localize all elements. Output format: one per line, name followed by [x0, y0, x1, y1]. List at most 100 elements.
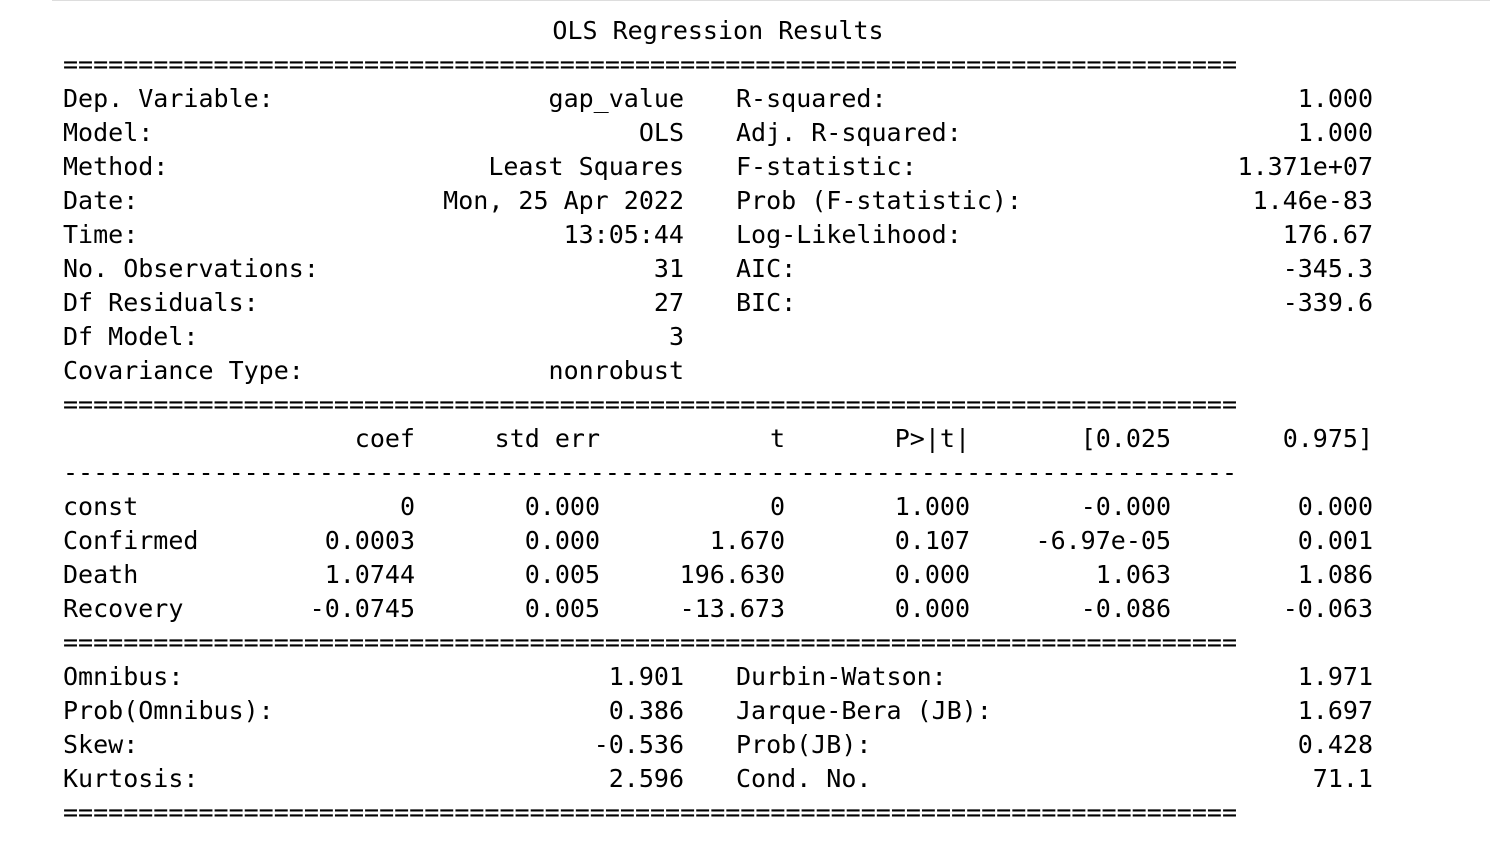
- coef-header-row: coef std err t P>|t| [0.025 0.975]: [63, 422, 1373, 456]
- model-info-value: gap_value: [548, 84, 684, 113]
- coef-row: Recovery -0.0745 0.005 -13.673 0.000 -0.…: [63, 592, 1373, 626]
- coef-t: -13.673: [679, 594, 785, 623]
- model-info-row: Covariance Type: nonrobust: [63, 354, 1373, 388]
- model-stat-label: F-statistic:: [736, 152, 917, 181]
- coef-term: Confirmed: [63, 526, 199, 555]
- model-stat-label: [736, 320, 1136, 354]
- model-info-value: 27: [653, 288, 684, 317]
- diagnostic-label: Skew:: [63, 730, 139, 759]
- coef-row: Death 1.0744 0.005 196.630 0.000 1.063 1…: [63, 558, 1373, 592]
- top-border: [52, 0, 1490, 1]
- diagnostic-value: 2.596: [608, 764, 684, 793]
- model-stat-value: [1136, 354, 1373, 388]
- coef-ci-upper: -0.063: [1282, 594, 1373, 623]
- double-rule: ========================================…: [63, 390, 1237, 419]
- double-rule: ========================================…: [63, 50, 1237, 79]
- coef-column-header: coef: [354, 424, 415, 453]
- diagnostic-value: -0.536: [593, 730, 684, 759]
- model-stat-label: [736, 354, 1136, 388]
- model-stat-value: 1.000: [1297, 118, 1373, 147]
- model-info-row: Method: Least Squares F-statistic: 1.371…: [63, 150, 1373, 184]
- diagnostic-value: 71.1: [1312, 764, 1373, 793]
- coef-p-value: 0.000: [894, 594, 970, 623]
- coef-value: 0: [399, 492, 415, 521]
- coef-value: -0.0745: [309, 594, 415, 623]
- single-rule: ----------------------------------------…: [63, 458, 1237, 487]
- coef-ci-lower: 1.063: [1095, 560, 1171, 589]
- coef-ci-lower: -0.086: [1080, 594, 1171, 623]
- diagnostic-value: 0.428: [1297, 730, 1373, 759]
- model-stat-label: BIC:: [736, 288, 797, 317]
- coef-column-header: P>|t|: [894, 424, 970, 453]
- model-stat-label: Adj. R-squared:: [736, 118, 962, 147]
- diagnostic-row: Omnibus: 1.901 Durbin-Watson: 1.971: [63, 660, 1373, 694]
- coef-ci-upper: 0.001: [1297, 526, 1373, 555]
- coef-std-err: 0.000: [524, 526, 600, 555]
- coef-term: const: [63, 492, 139, 521]
- model-stat-value: 1.46e-83: [1252, 186, 1373, 215]
- model-info-row: Dep. Variable: gap_value R-squared: 1.00…: [63, 82, 1373, 116]
- diagnostic-label: Prob(JB):: [736, 730, 872, 759]
- coef-row: Confirmed 0.0003 0.000 1.670 0.107 -6.97…: [63, 524, 1373, 558]
- model-stat-label: R-squared:: [736, 84, 887, 113]
- model-info-label: Method:: [63, 152, 169, 181]
- model-info-row: Df Model: 3: [63, 320, 1373, 354]
- model-info-label: Model:: [63, 118, 154, 147]
- model-info-label: Date:: [63, 186, 139, 215]
- diagnostic-value: 1.901: [608, 662, 684, 691]
- model-stat-label: Prob (F-statistic):: [736, 186, 1022, 215]
- diagnostic-label: Omnibus:: [63, 662, 184, 691]
- summary-title: OLS Regression Results: [63, 14, 1373, 48]
- diagnostic-row: Kurtosis: 2.596 Cond. No. 71.1: [63, 762, 1373, 796]
- coef-column-header: t: [769, 424, 785, 453]
- coef-std-err: 0.000: [524, 492, 600, 521]
- double-rule: ========================================…: [63, 798, 1237, 827]
- model-info-row: Date: Mon, 25 Apr 2022 Prob (F-statistic…: [63, 184, 1373, 218]
- model-stat-value: 176.67: [1282, 220, 1373, 249]
- diagnostic-label: Cond. No.: [736, 764, 872, 793]
- model-info-label: Dep. Variable:: [63, 84, 274, 113]
- model-info-section: Dep. Variable: gap_value R-squared: 1.00…: [63, 82, 1373, 388]
- model-info-row: Df Residuals: 27 BIC: -339.6: [63, 286, 1373, 320]
- coef-p-value: 0.107: [894, 526, 970, 555]
- coef-value: 1.0744: [324, 560, 415, 589]
- double-rule: ========================================…: [63, 628, 1237, 657]
- diagnostics-section: Omnibus: 1.901 Durbin-Watson: 1.971 Prob…: [63, 660, 1373, 796]
- diagnostic-label: Jarque-Bera (JB):: [736, 696, 992, 725]
- model-info-row: Model: OLS Adj. R-squared: 1.000: [63, 116, 1373, 150]
- diagnostic-value: 1.971: [1297, 662, 1373, 691]
- model-info-label: Time:: [63, 220, 139, 249]
- model-info-value: Mon, 25 Apr 2022: [443, 186, 684, 215]
- diagnostic-label: Kurtosis:: [63, 764, 199, 793]
- summary-title-text: OLS Regression Results: [552, 16, 884, 45]
- model-info-label: Df Residuals:: [63, 288, 259, 317]
- coef-column-header: std err: [494, 424, 600, 453]
- coefficient-section: coef std err t P>|t| [0.025 0.975] -----…: [63, 422, 1373, 626]
- model-stat-value: -339.6: [1282, 288, 1373, 317]
- coef-p-value: 0.000: [894, 560, 970, 589]
- diagnostic-value: 0.386: [608, 696, 684, 725]
- model-info-label: Covariance Type:: [63, 356, 304, 385]
- ols-summary-table: OLS Regression Results =================…: [63, 14, 1373, 830]
- diagnostic-row: Skew: -0.536 Prob(JB): 0.428: [63, 728, 1373, 762]
- model-stat-label: AIC:: [736, 254, 797, 283]
- model-stat-value: [1136, 320, 1373, 354]
- coef-t: 0: [769, 492, 785, 521]
- model-info-value: Least Squares: [488, 152, 684, 181]
- model-info-row: Time: 13:05:44 Log-Likelihood: 176.67: [63, 218, 1373, 252]
- coef-row: const 0 0.000 0 1.000 -0.000 0.000: [63, 490, 1373, 524]
- model-stat-value: 1.000: [1297, 84, 1373, 113]
- model-stat-value: -345.3: [1282, 254, 1373, 283]
- coef-column-header: [0.025: [1080, 424, 1171, 453]
- coef-ci-lower: -6.97e-05: [1035, 526, 1171, 555]
- model-info-row: No. Observations: 31 AIC: -345.3: [63, 252, 1373, 286]
- model-info-label: No. Observations:: [63, 254, 319, 283]
- model-info-value: 3: [668, 322, 684, 351]
- diagnostic-label: Prob(Omnibus):: [63, 696, 274, 725]
- coef-p-value: 1.000: [894, 492, 970, 521]
- coef-ci-upper: 1.086: [1297, 560, 1373, 589]
- model-stat-value: 1.371e+07: [1237, 152, 1373, 181]
- diagnostic-value: 1.697: [1297, 696, 1373, 725]
- model-info-value: 13:05:44: [563, 220, 684, 249]
- diagnostic-label: Durbin-Watson:: [736, 662, 947, 691]
